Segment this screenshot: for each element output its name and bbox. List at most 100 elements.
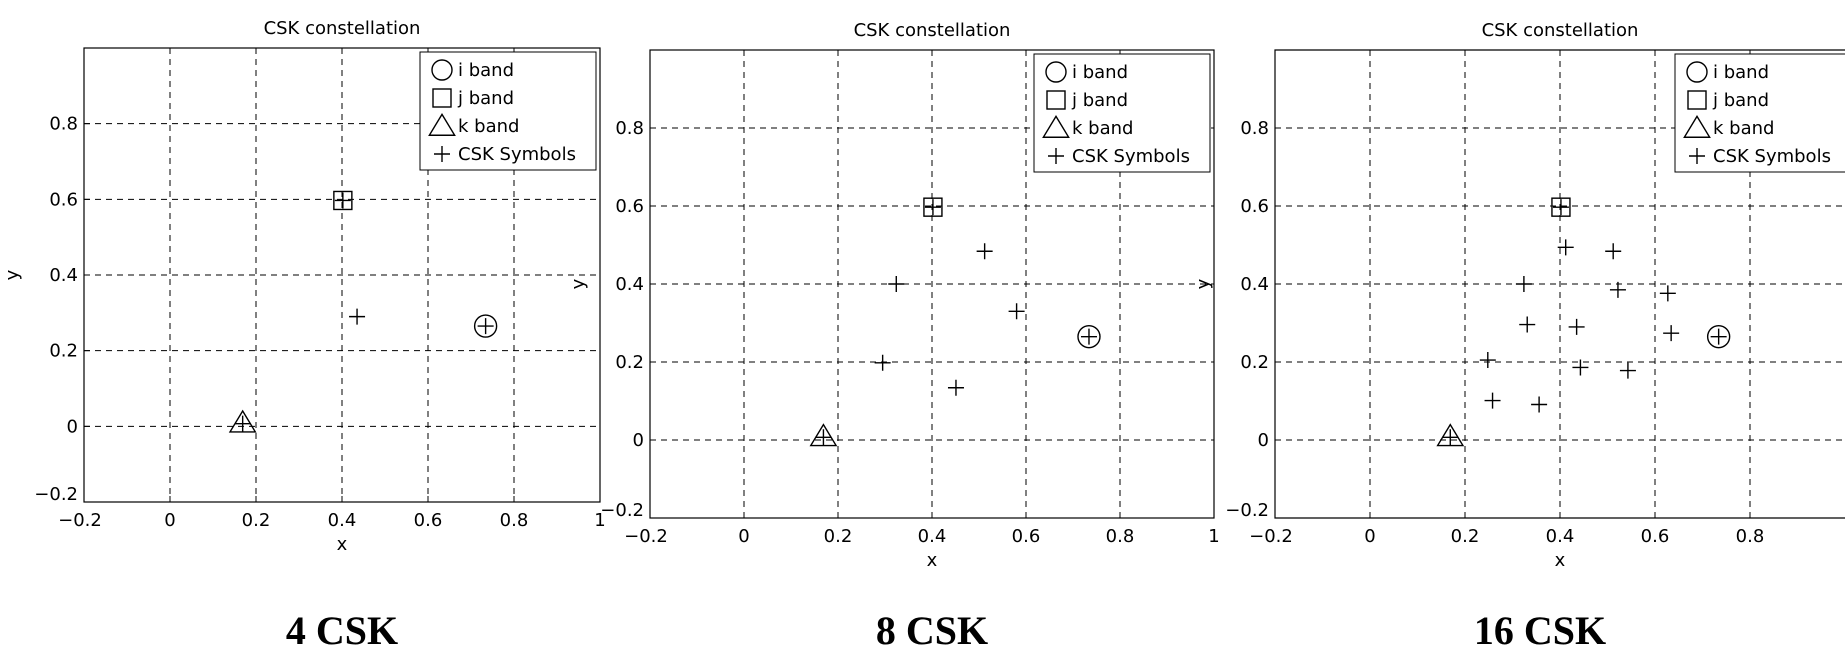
y-tick-label: 0 [67, 416, 78, 437]
k-band-marker [809, 423, 838, 447]
csk-symbol-point [1663, 325, 1680, 342]
legend-triangle-icon [1683, 114, 1711, 138]
csk-symbol-point [1479, 352, 1496, 369]
y-tick-label: 0 [1258, 430, 1269, 451]
csk-symbol-point [1659, 285, 1676, 302]
legend-box [419, 51, 597, 171]
legend-box [1674, 53, 1845, 173]
csk-symbol-point [815, 429, 832, 446]
csk-symbol-point [1568, 318, 1585, 335]
csk-chart-1: CSK constellation −0.2 0 0.2 0.4 0.6 0.8 1 −0.2 0… [2, 18, 606, 653]
legend-square-icon [1046, 90, 1066, 110]
x-tick-label: 0.2 [824, 526, 853, 547]
legend-entry-label: CSK Symbols [1713, 146, 1831, 167]
y-tick-label: 0.2 [615, 352, 644, 373]
csk-symbol-point [924, 199, 941, 216]
y-axis-label: y [1193, 278, 1214, 289]
y-tick-label: 0.8 [615, 118, 644, 139]
legend-square-icon [432, 88, 452, 108]
y-axis-label: y [2, 269, 23, 280]
csk-symbol-point [874, 354, 891, 371]
legend-plus-icon [1689, 148, 1705, 164]
y-tick-label: 0.4 [1240, 274, 1269, 295]
x-tick-label: 0.6 [1641, 526, 1670, 547]
x-tick-label: 0.4 [328, 510, 357, 531]
csk-symbol-point [1609, 281, 1626, 298]
legend-entry-label: i band [1713, 62, 1769, 83]
legend-circle-icon [431, 59, 453, 81]
csk-symbol-point [1572, 359, 1589, 376]
y-tick-label: −0.2 [34, 484, 78, 505]
csk-symbol-point [888, 276, 905, 292]
legend-entry-label: k band [1072, 118, 1133, 139]
csk-symbol-point [1619, 362, 1636, 379]
x-axis-label: x [927, 550, 938, 571]
csk-symbol-point [1080, 328, 1097, 345]
legend-entry-label: i band [458, 60, 514, 81]
x-tick-label: 0 [738, 526, 749, 547]
legend-plus-icon [434, 146, 450, 162]
csk-symbol-point [1710, 328, 1727, 345]
j-band-marker [923, 197, 943, 217]
y-tick-label: 0 [633, 430, 644, 451]
chart-title: CSK constellation [854, 20, 1011, 41]
i-band-marker [1706, 324, 1731, 349]
legend-circle-icon [1686, 61, 1708, 83]
i-band-marker [473, 314, 498, 338]
k-band-marker [228, 409, 257, 433]
x-tick-label: 1 [594, 510, 605, 531]
x-tick-label: −0.2 [624, 526, 668, 547]
legend-entry-label: k band [458, 116, 519, 137]
y-tick-label: −0.2 [1225, 500, 1269, 521]
y-tick-label: 0.6 [615, 196, 644, 217]
csk-symbol-point [947, 379, 964, 396]
y-tick-label: 0.8 [1240, 118, 1269, 139]
x-tick-label: 0.8 [1736, 526, 1765, 547]
x-tick-label: 0.6 [414, 510, 443, 531]
panel-caption: 4 CSK [286, 608, 398, 653]
y-tick-label: 0.6 [49, 189, 78, 210]
k-band-marker [1436, 423, 1465, 447]
csk-symbol-point [1557, 239, 1574, 256]
y-axis-label: y [568, 278, 589, 289]
y-tick-label: 0.2 [1240, 352, 1269, 373]
y-tick-label: 0.2 [49, 341, 78, 362]
legend-entry-label: CSK Symbols [1072, 146, 1190, 167]
y-tick-label: −0.2 [600, 500, 644, 521]
legend-plus-icon [1048, 148, 1064, 164]
y-tick-label: 0.8 [49, 114, 78, 135]
csk-symbol-point [1531, 396, 1548, 413]
csk-symbol-point [1515, 276, 1532, 292]
chart-title: CSK constellation [1482, 20, 1639, 41]
csk-symbol-point [1519, 316, 1536, 333]
legend-triangle-icon [1042, 114, 1070, 138]
legend-entry-label: j band [457, 88, 514, 109]
j-band-marker [333, 190, 353, 211]
x-tick-label: 0.2 [1451, 526, 1480, 547]
x-tick-label: 1 [1208, 526, 1219, 547]
legend-entry-label: CSK Symbols [458, 144, 576, 165]
legend-entry-label: k band [1713, 118, 1774, 139]
x-tick-label: 0.8 [500, 510, 529, 531]
legend-entry-label: j band [1712, 90, 1769, 111]
i-band-marker [1077, 324, 1101, 349]
y-tick-label: 0.4 [49, 265, 78, 286]
csk-symbol-point [234, 415, 251, 432]
x-tick-label: 0.4 [918, 526, 947, 547]
panel-caption: 8 CSK [876, 608, 988, 653]
csk-symbol-point [1552, 199, 1569, 216]
csk-symbol-point [1008, 303, 1025, 320]
x-axis-label: x [337, 534, 348, 555]
x-tick-label: 0.8 [1106, 526, 1135, 547]
x-tick-label: 0 [164, 510, 175, 531]
legend-triangle-icon [428, 112, 456, 136]
j-band-marker [1551, 197, 1571, 217]
csk-symbol-point [349, 308, 366, 325]
csk-symbol-point [334, 192, 351, 209]
x-tick-label: −0.2 [58, 510, 102, 531]
csk-symbol-point [1605, 243, 1622, 260]
csk-symbol-point [1442, 429, 1459, 446]
chart-title: CSK constellation [264, 18, 421, 39]
x-tick-label: −0.2 [1249, 526, 1293, 547]
